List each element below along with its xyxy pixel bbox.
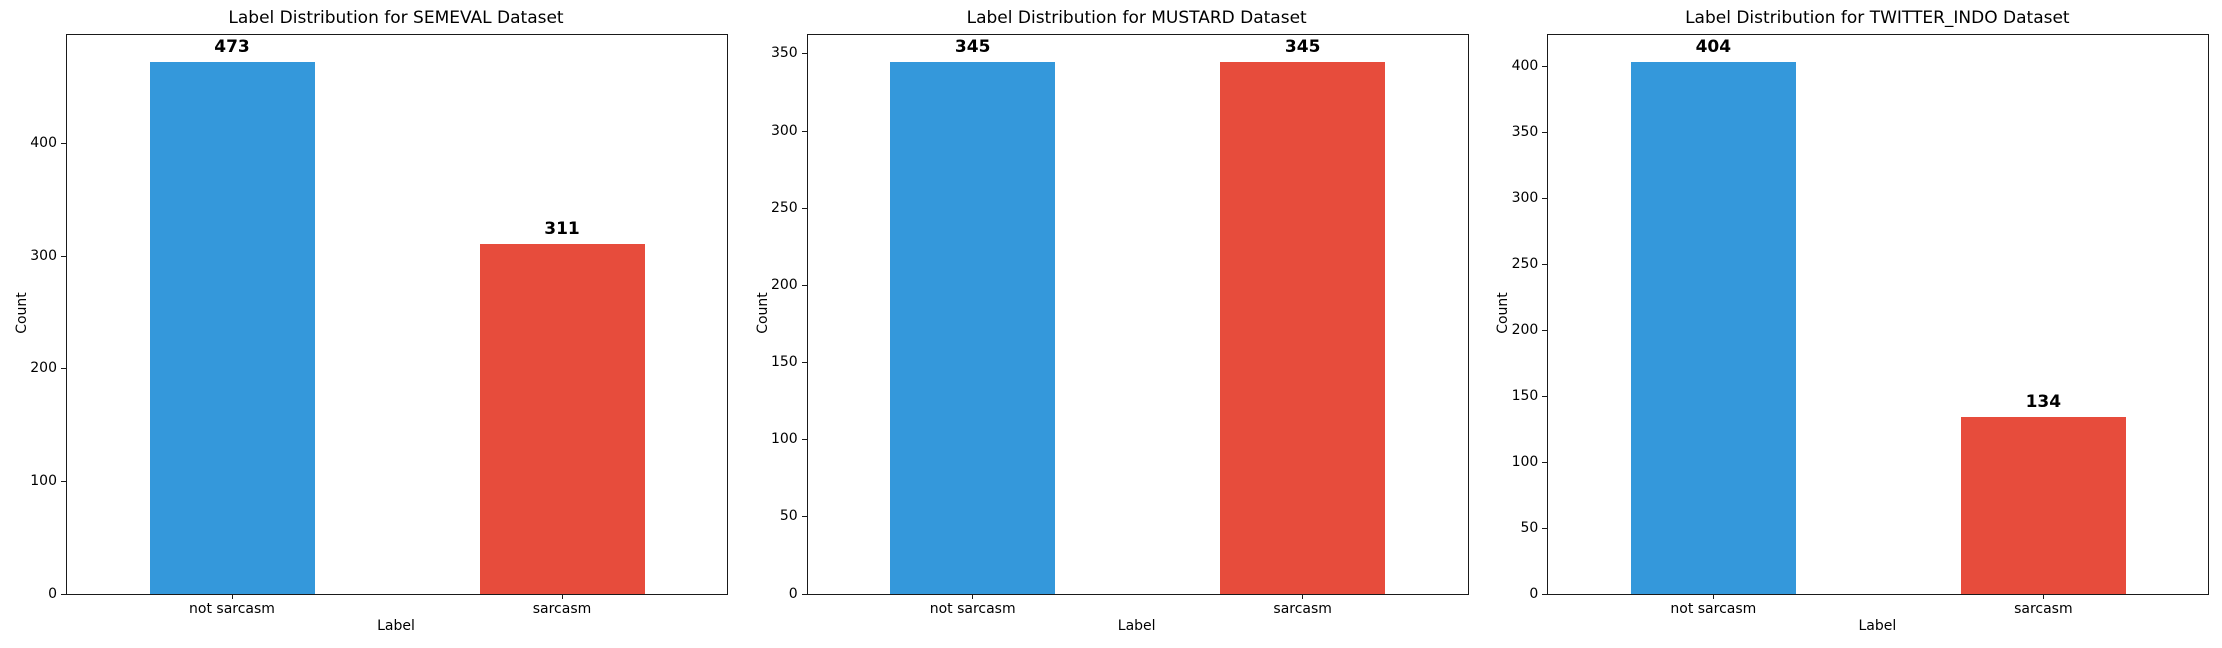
y-tick-mark [1542,329,1548,331]
y-tick-label: 400 [1511,58,1539,75]
y-tick-mark [61,368,66,370]
bar-sarcasm [1220,61,1386,594]
bar-sarcasm [479,243,645,594]
y-tick-mark [1542,198,1548,200]
x-tick-label: sarcasm [532,601,592,617]
bar-value-label: 473 [214,36,250,57]
y-tick-mark [61,255,66,257]
bar-value-label: 345 [1284,36,1321,57]
chart-panel-semeval: Label Distribution for SEMEVAL Dataset C… [0,0,741,648]
y-tick-mark [1542,527,1548,529]
y-tick-mark [801,284,807,286]
y-tick-label: 400 [30,135,57,152]
x-tick-mark [1302,594,1304,599]
y-tick-label: 300 [1511,190,1539,207]
y-tick-label: 200 [770,276,798,293]
bar-not-sarcasm [890,61,1056,594]
plot-area: 0 100 200 300 400 473 not sarcasm 311 sarcasm [30,34,728,617]
x-tick-label: not sarcasm [189,601,275,617]
chart-title: Label Distribution for SEMEVAL Dataset [228,8,564,28]
bar-value-label: 134 [2025,392,2062,413]
plot-area: 0 50 100 150 200 250 300 350 345 not sarcasm 345 sa… [771,34,1469,617]
y-axis-label: Count [14,292,30,334]
chart-title: Label Distribution for MUSTARD Dataset [966,8,1307,28]
y-tick-label: 350 [1511,124,1539,141]
y-tick-mark [1542,264,1548,266]
y-tick-mark [1542,66,1548,68]
y-tick-mark [61,143,66,145]
bar-not-sarcasm [149,61,315,594]
chart-panel-twitter-indo: Label Distribution for TWITTER_INDO Data… [1481,0,2222,648]
x-tick-mark [2042,594,2044,599]
y-tick-mark [801,130,807,132]
bar-value-label: 311 [544,218,580,239]
bar-sarcasm [1960,417,2126,594]
y-tick-mark [61,593,66,595]
y-tick-mark [1542,593,1548,595]
y-axis-label: Count [1495,292,1512,334]
x-tick-mark [1712,594,1714,599]
x-axis-label: Label [1858,618,1897,634]
y-tick-label: 50 [779,508,798,525]
chart-panel-mustard: Label Distribution for MUSTARD Dataset C… [741,0,1482,648]
y-tick-label: 300 [770,122,798,139]
y-tick-mark [1542,132,1548,134]
y-tick-mark [801,593,807,595]
y-tick-mark [801,439,807,441]
x-tick-label: sarcasm [1273,601,1332,617]
y-tick-label: 100 [770,431,798,448]
y-tick-label: 100 [1511,453,1539,470]
y-tick-mark [801,362,807,364]
y-tick-mark [1542,461,1548,463]
y-tick-label: 100 [30,472,57,489]
y-tick-label: 250 [1511,256,1539,273]
x-tick-mark [561,594,563,599]
y-tick-label: 200 [1511,321,1539,338]
x-axis-label: Label [1117,618,1156,634]
x-tick-label: sarcasm [2014,601,2073,617]
y-tick-label: 0 [1529,585,1539,602]
bar-value-label: 345 [954,36,991,57]
x-tick-mark [972,594,974,599]
y-tick-mark [61,480,66,482]
y-tick-mark [801,53,807,55]
y-tick-label: 0 [788,585,798,602]
x-tick-mark [231,594,233,599]
y-tick-label: 50 [1520,519,1539,536]
bar-not-sarcasm [1630,61,1796,594]
y-tick-label: 350 [770,45,798,62]
x-tick-label: not sarcasm [1670,601,1757,617]
y-tick-label: 150 [1511,387,1539,404]
y-tick-label: 250 [770,199,798,216]
y-tick-mark [801,516,807,518]
y-tick-mark [801,207,807,209]
bar-value-label: 404 [1695,36,1732,57]
y-axis-label: Count [754,292,771,334]
x-axis-label: Label [377,618,415,634]
chart-title: Label Distribution for TWITTER_INDO Data… [1685,8,2070,28]
y-tick-label: 0 [48,585,57,602]
x-tick-label: not sarcasm [929,601,1016,617]
y-tick-label: 300 [30,247,57,264]
y-tick-mark [1542,395,1548,397]
plot-area: 0 50 100 150 200 250 300 350 400 404 not sarcasm 13… [1512,34,2210,617]
y-tick-label: 200 [30,360,57,377]
y-tick-label: 150 [770,354,798,371]
